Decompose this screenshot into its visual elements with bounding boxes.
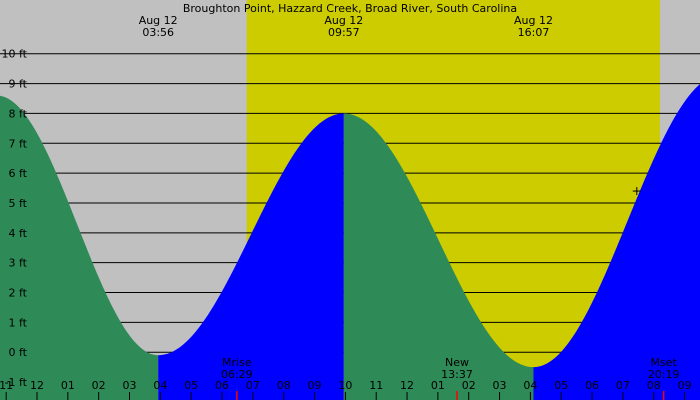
event-time-1: 13:37	[441, 368, 473, 381]
x-tick-label-0: 11	[0, 379, 13, 392]
extreme-date-1: Aug 12	[324, 14, 363, 27]
x-tick-label-8: 07	[246, 379, 260, 392]
ebb-segment-0	[0, 95, 159, 400]
y-axis: -1 ft 0 ft 1 ft 2 ft 3 ft 4 ft 5 ft 6 ft 7 ft 8 f…	[2, 48, 28, 389]
x-tick-label-13: 12	[400, 379, 414, 392]
current-time-marker	[632, 187, 641, 196]
x-tick-label-19: 06	[585, 379, 599, 392]
event-name-0: Mrise	[222, 356, 252, 369]
y-tick-label-6: 5 ft	[9, 197, 28, 210]
flood-segment-3	[533, 84, 700, 400]
x-tick-label-1: 12	[30, 379, 44, 392]
x-tick-label-14: 01	[431, 379, 445, 392]
extreme-time-2: 16:07	[518, 26, 550, 39]
x-axis: 11 12 01 02 03 04 05 06 07 08 09 10 11 12 01 02 03 04 05 06…	[0, 379, 692, 400]
y-tick-label-1: 0 ft	[9, 346, 28, 359]
y-tick-label-7: 6 ft	[9, 167, 28, 180]
x-tick-label-3: 02	[92, 379, 106, 392]
y-tick-label-9: 8 ft	[9, 107, 28, 120]
y-tick-label-2: 1 ft	[9, 316, 28, 329]
x-tick-label-6: 05	[184, 379, 198, 392]
y-tick-label-3: 2 ft	[9, 287, 28, 300]
event-time-2: 20:19	[648, 368, 680, 381]
extreme-date-2: Aug 12	[514, 14, 553, 27]
x-tick-label-16: 03	[493, 379, 507, 392]
y-tick-label-0: -1 ft	[5, 376, 28, 389]
event-name-1: New	[445, 356, 469, 369]
y-tick-label-8: 7 ft	[9, 137, 28, 150]
flood-segment-1	[158, 113, 344, 400]
y-tick-label-11: 10 ft	[2, 48, 28, 61]
extreme-time-1: 09:57	[328, 26, 360, 39]
ebb-segment-2	[343, 113, 534, 400]
y-tick-label-10: 9 ft	[9, 78, 28, 91]
x-tick-label-9: 08	[277, 379, 291, 392]
y-tick-label-5: 4 ft	[9, 227, 28, 240]
x-tick-label-20: 07	[616, 379, 630, 392]
x-tick-label-17: 04	[523, 379, 537, 392]
extreme-date-0: Aug 12	[139, 14, 178, 27]
chart-title: Broughton Point, Hazzard Creek, Broad Ri…	[183, 2, 517, 15]
x-tick-label-21: 08	[647, 379, 661, 392]
x-tick-label-7: 06	[215, 379, 229, 392]
x-tick-label-22: 09	[678, 379, 692, 392]
y-tick-label-4: 3 ft	[9, 257, 28, 270]
x-tick-label-2: 01	[61, 379, 75, 392]
x-tick-label-4: 03	[123, 379, 137, 392]
x-tick-label-15: 02	[462, 379, 476, 392]
event-time-0: 06:29	[221, 368, 253, 381]
event-name-2: Mset	[650, 356, 677, 369]
x-tick-label-10: 09	[308, 379, 322, 392]
x-tick-label-11: 10	[338, 379, 352, 392]
x-tick-label-12: 11	[369, 379, 383, 392]
tide-area-series	[0, 84, 700, 400]
extreme-time-0: 03:56	[142, 26, 174, 39]
x-tick-label-18: 05	[554, 379, 568, 392]
x-tick-label-5: 04	[153, 379, 167, 392]
